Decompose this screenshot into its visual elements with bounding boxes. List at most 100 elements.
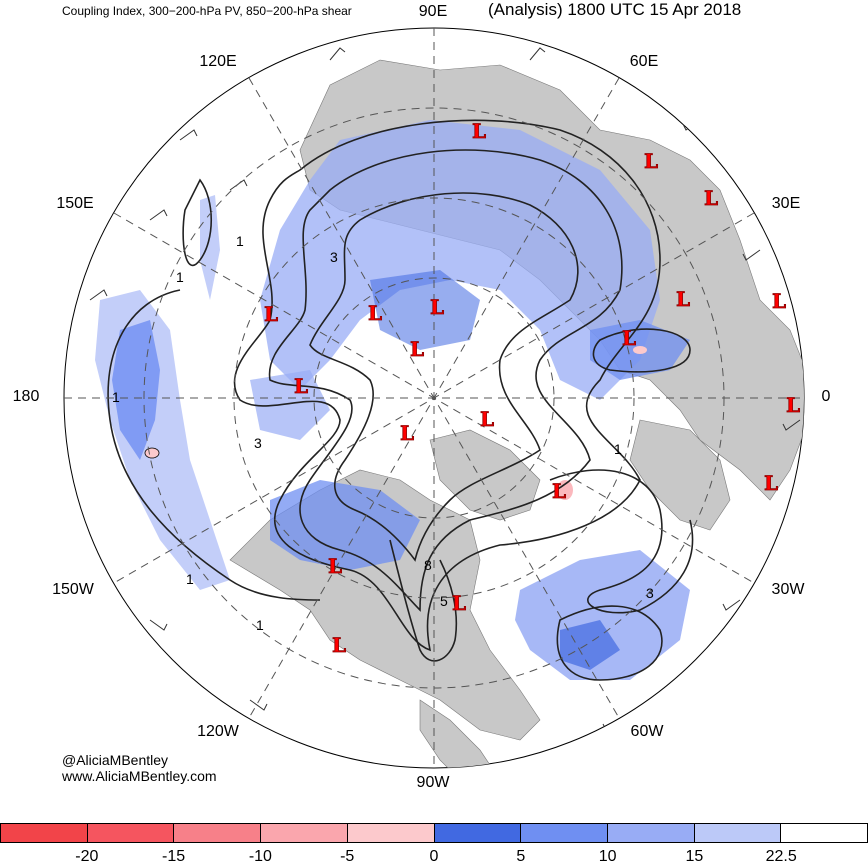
barb xyxy=(329,47,346,61)
colorbar-segment xyxy=(607,823,695,843)
shading-pacific-strong xyxy=(112,320,160,460)
pv-contour-north-america-trough xyxy=(389,539,458,662)
contour-labels: 1 1 1 1 1 1 3 3 3 5 8 xyxy=(112,233,654,633)
contour-label: 1 xyxy=(176,269,184,285)
shading-negative-spot-2 xyxy=(557,480,573,500)
barb xyxy=(687,686,701,701)
barb xyxy=(682,119,701,131)
valid-time-title: (Analysis) 1800 UTC 15 Apr 2018 xyxy=(488,0,742,19)
colorbar-tick-label: 0 xyxy=(429,848,439,865)
pv-contour-atlantic xyxy=(549,469,694,614)
colorbar-segment xyxy=(174,823,262,843)
low-marker: L xyxy=(368,301,382,325)
land-europe-africa xyxy=(629,419,731,531)
coupling-index-shading xyxy=(95,120,690,680)
low-marker: L xyxy=(264,302,278,326)
pv-contour-core xyxy=(309,192,579,562)
pv-contour-inner xyxy=(268,149,623,612)
colorbar-segment xyxy=(87,823,175,843)
shading-negative-spot-3 xyxy=(633,346,647,354)
lon-label-30e: 30E xyxy=(771,195,801,212)
shading-polar-region xyxy=(260,120,660,400)
lon-label-180: 180 xyxy=(12,388,40,405)
low-marker: L xyxy=(294,374,308,398)
barb xyxy=(529,47,546,61)
contour-label: 1 xyxy=(112,389,120,405)
shading-negative-spot xyxy=(144,447,160,459)
colorbar-segment xyxy=(0,823,88,843)
barb xyxy=(782,419,801,431)
pv-contours xyxy=(107,119,694,681)
shading-north-america xyxy=(270,480,420,570)
pv-contour-atlantic-loop xyxy=(556,605,663,681)
pv-contour-pacific-2 xyxy=(182,178,213,267)
lon-label-60e: 60E xyxy=(629,53,659,70)
low-marker: L xyxy=(704,186,718,210)
colorbar-tick-label: 15 xyxy=(685,848,704,865)
colorbar-segment xyxy=(347,823,435,843)
low-marker: L xyxy=(430,295,444,319)
pv-contour-outer xyxy=(233,119,661,652)
credit-handle: @AliciaMBentley xyxy=(62,752,169,768)
lon-label-30w: 30W xyxy=(771,581,805,598)
contour-label: 3 xyxy=(330,249,338,265)
colorbar-tick-label: 5 xyxy=(516,848,526,865)
colorbar-tick-label: -15 xyxy=(162,848,186,865)
low-marker: L xyxy=(328,554,342,578)
land-greenland xyxy=(429,429,541,521)
polar-stereographic-map: 1 1 1 1 1 1 3 3 3 5 8 L L L L L L L L L … xyxy=(63,27,805,769)
lon-label-150w: 150W xyxy=(52,581,94,598)
colorbar-segment xyxy=(694,823,782,843)
contour-label: 1 xyxy=(236,233,244,249)
low-marker: L xyxy=(472,119,486,143)
contour-label: 3 xyxy=(646,585,654,601)
lon-label-0: 0 xyxy=(821,388,831,405)
barb xyxy=(249,699,268,711)
colorbar-segment xyxy=(521,823,608,843)
low-marker: L xyxy=(480,407,494,431)
contour-label: 8 xyxy=(424,557,432,573)
low-marker: L xyxy=(400,421,414,445)
contour-label: 1 xyxy=(186,571,194,587)
colorbar-segment xyxy=(781,823,868,843)
contour-label: 5 xyxy=(440,593,448,609)
shading-atlantic xyxy=(515,550,690,680)
barb xyxy=(149,209,168,221)
barb xyxy=(89,289,108,301)
lon-label-150e: 150E xyxy=(56,195,94,212)
pv-contour-europe xyxy=(592,328,691,373)
lon-label-120w: 120W xyxy=(197,723,239,740)
shading-bering xyxy=(250,370,330,440)
figure-title: Coupling Index, 300−200-hPa PV, 850−200-… xyxy=(62,4,352,18)
contour-label: 1 xyxy=(614,441,622,457)
colorbar-segment xyxy=(261,823,348,843)
colorbar-tick-label: 10 xyxy=(598,848,617,865)
shear-barbs xyxy=(89,47,801,731)
low-marker: L xyxy=(764,471,778,495)
lon-label-90w: 90W xyxy=(416,774,450,791)
barb xyxy=(149,619,168,631)
shading-central-arctic xyxy=(370,270,480,350)
lon-label-120e: 120E xyxy=(199,53,237,70)
colorbar-tick-label: 22.5 xyxy=(765,848,797,865)
low-marker: L xyxy=(410,337,424,361)
lon-label-60w: 60W xyxy=(630,723,664,740)
credit-block: @AliciaMBentley www.AliciaMBentley.com xyxy=(62,752,217,784)
credit-website: www.AliciaMBentley.com xyxy=(62,768,217,784)
contour-label: 3 xyxy=(254,435,262,451)
meridian-30-150 xyxy=(113,212,755,584)
shading-west-pacific-band xyxy=(200,195,220,300)
low-marker: L xyxy=(676,287,690,311)
barb xyxy=(179,129,198,141)
colorbar-segment xyxy=(434,823,522,843)
low-marker: L xyxy=(552,479,566,503)
barb xyxy=(229,179,248,191)
graticule xyxy=(64,28,804,768)
low-marker: L xyxy=(622,326,636,350)
contour-label: 1 xyxy=(256,617,264,633)
barb xyxy=(722,599,741,611)
pv-contour-pacific xyxy=(107,289,321,601)
colorbar-tick-label: -20 xyxy=(75,848,99,865)
colorbar-tick-label: -10 xyxy=(248,848,272,865)
low-pressure-markers: L L L L L L L L L L L L L L L L L L L xyxy=(264,119,801,658)
